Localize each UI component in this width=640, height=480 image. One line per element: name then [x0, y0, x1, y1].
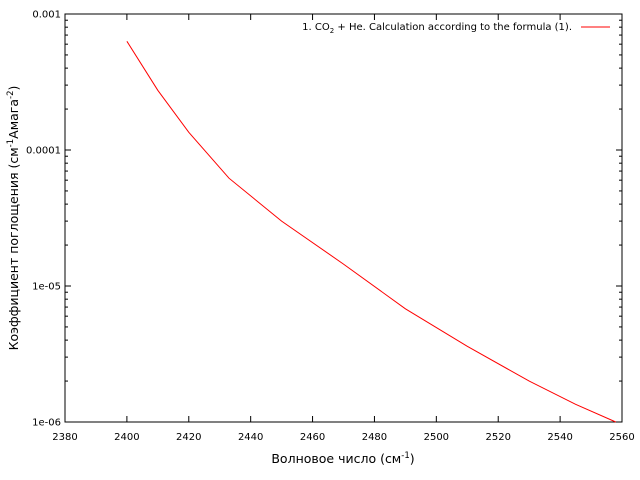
x-axis: 2380 2400 2420 2440 2460 2480 2500 2520 2540 2560 — [52, 14, 635, 443]
y-tick-label: 1e-05 — [32, 282, 61, 293]
x-tick-label: 2380 — [52, 432, 77, 443]
x-tick-label: 2500 — [424, 432, 449, 443]
y-tick-label: 0.0001 — [26, 146, 61, 157]
x-tick-label: 2440 — [238, 432, 263, 443]
legend: 1. CO2 + He. Calculation according to th… — [302, 22, 610, 35]
y-tick-label: 1e-06 — [32, 418, 61, 429]
x-tick-label: 2560 — [609, 432, 634, 443]
x-tick-label: 2460 — [300, 432, 325, 443]
plot-area-frame — [64, 13, 623, 423]
y-axis-label: Коэффициент поглощения (см-1Амага-2) — [6, 86, 21, 351]
y-tick-label: 0.001 — [32, 10, 61, 21]
legend-entry-label: 1. CO2 + He. Calculation according to th… — [302, 22, 572, 35]
series-line — [126, 41, 617, 423]
series-layer — [126, 41, 617, 423]
x-tick-label: 2540 — [547, 432, 572, 443]
x-tick-label: 2520 — [485, 432, 510, 443]
x-tick-label: 2400 — [114, 432, 139, 443]
x-tick-label: 2420 — [176, 432, 201, 443]
x-tick-label: 2480 — [362, 432, 387, 443]
y-axis: 1e-06 1e-05 0.0001 0.001 — [26, 10, 622, 429]
x-axis-label: Волновое число (см-1) — [271, 451, 414, 466]
